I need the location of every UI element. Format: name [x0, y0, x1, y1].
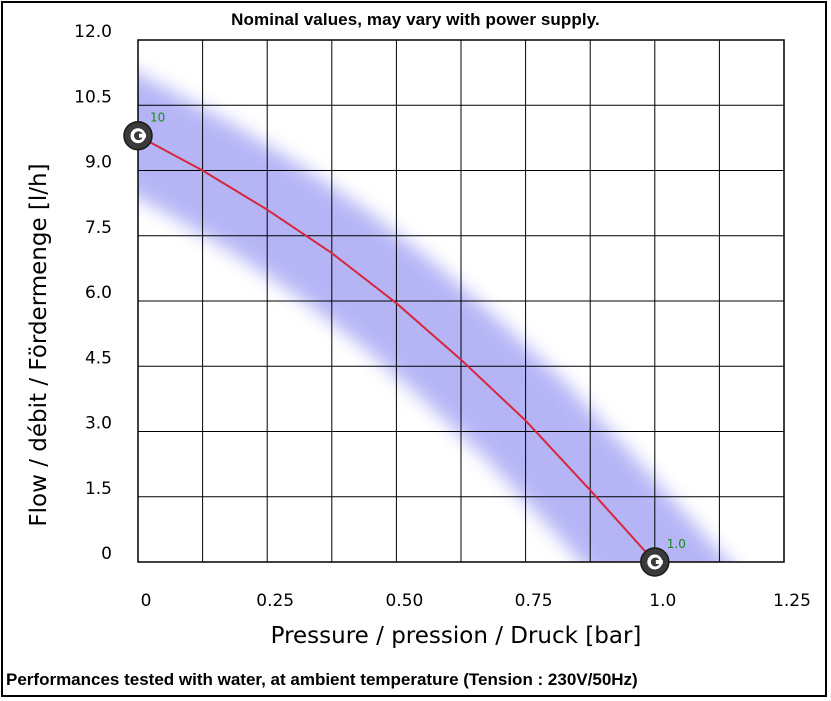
y-tick-label: 9.0 — [85, 153, 112, 173]
y-tick-label: 10.5 — [74, 87, 112, 107]
y-tick-label: 0 — [101, 544, 112, 564]
y-axis-label: Flow / débit / Fördermenge [l/h] — [26, 163, 52, 526]
marker-notch — [139, 133, 146, 138]
x-tick-label: 0.25 — [256, 591, 294, 611]
curve-end-marker — [123, 120, 153, 151]
point-label: 10 — [150, 111, 165, 125]
y-tick-label: 12.0 — [74, 22, 112, 42]
y-tick-label: 3.0 — [85, 414, 112, 434]
x-tick-label: 0.75 — [515, 591, 553, 611]
curve-end-marker — [640, 547, 670, 577]
header-note: Nominal values, may vary with power supp… — [231, 10, 600, 29]
x-tick-label: 1.25 — [773, 591, 811, 611]
x-axis-label: Pressure / pression / Druck [bar] — [271, 623, 642, 649]
x-tick-label: 0.50 — [385, 591, 423, 611]
y-tick-label: 1.5 — [85, 479, 112, 499]
y-tick-label: 7.5 — [85, 218, 112, 238]
marker-notch — [655, 560, 663, 564]
x-tick-label: 0 — [141, 591, 152, 611]
footer-note: Performances tested with water, at ambie… — [6, 670, 638, 689]
y-tick-label: 6.0 — [85, 283, 112, 303]
plot-border — [137, 39, 785, 563]
y-tick-label: 4.5 — [85, 348, 112, 368]
x-tick-label: 1.0 — [649, 591, 676, 611]
marker-core — [650, 557, 660, 567]
point-label: 1.0 — [667, 537, 686, 551]
marker-core — [134, 131, 143, 141]
flow-curve — [137, 134, 656, 563]
